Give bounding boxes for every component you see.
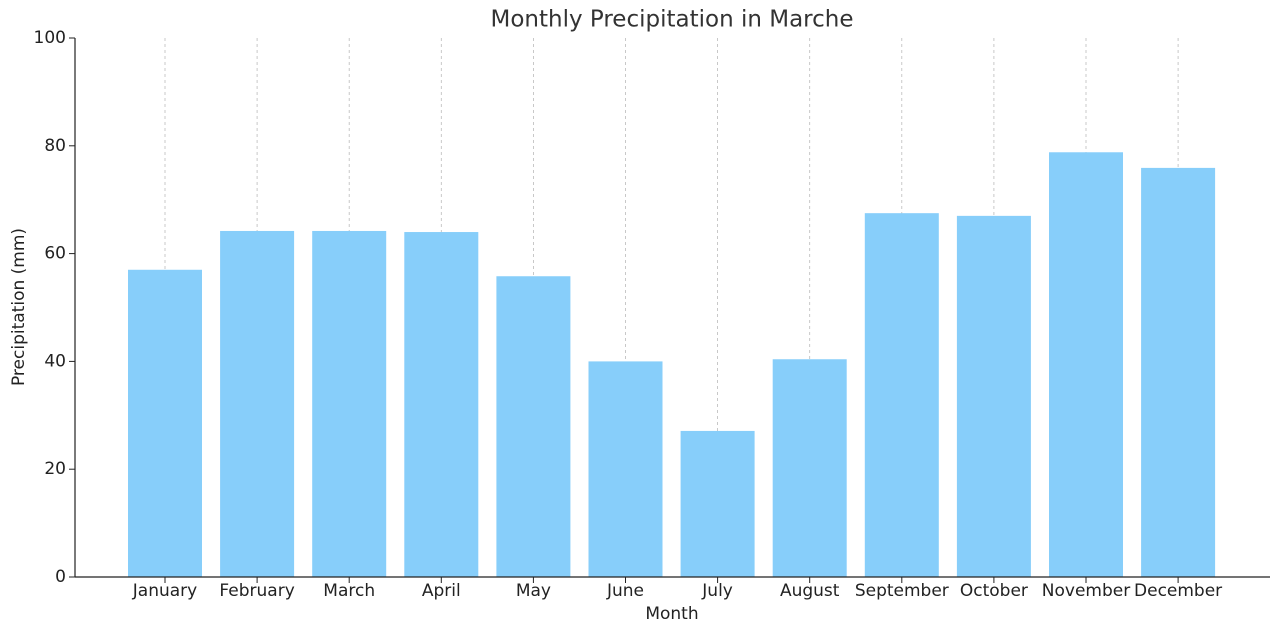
- bar: [128, 269, 202, 577]
- bar: [772, 359, 847, 577]
- y-tick-label: 60: [44, 244, 66, 264]
- y-tick-label: 20: [44, 459, 66, 479]
- bar: [864, 213, 939, 578]
- x-tick-label: February: [219, 581, 294, 601]
- bar: [680, 430, 755, 577]
- bar: [1049, 152, 1123, 577]
- bar: [956, 215, 1031, 577]
- bar: [220, 230, 295, 577]
- bar: [496, 276, 571, 577]
- chart-title: Monthly Precipitation in Marche: [490, 7, 853, 33]
- y-tick-label: 80: [44, 136, 66, 156]
- y-tick-label: 40: [44, 351, 66, 371]
- y-tick-label: 100: [34, 28, 66, 48]
- y-tick-label: 0: [55, 567, 66, 587]
- bar: [312, 230, 387, 577]
- bar: [1141, 167, 1216, 578]
- labels: 0 20 40 60 80 100 January February March April May…: [34, 28, 1223, 601]
- bars: [128, 152, 1216, 578]
- x-axis-label: Month: [645, 604, 698, 624]
- x-tick-label: March: [323, 581, 375, 601]
- x-tick-label: May: [516, 581, 551, 601]
- bar: [404, 232, 479, 578]
- bar: [588, 361, 663, 577]
- x-tick-label: November: [1042, 581, 1130, 601]
- x-tick-label: December: [1134, 581, 1222, 601]
- x-tick-label: July: [701, 581, 733, 601]
- x-tick-label: April: [422, 581, 461, 601]
- y-axis-label: Precipitation (mm): [9, 228, 29, 386]
- x-tick-label: August: [780, 581, 840, 601]
- x-tick-label: January: [132, 581, 197, 601]
- x-tick-label: September: [855, 581, 949, 601]
- x-tick-label: October: [960, 581, 1028, 601]
- x-tick-label: June: [606, 581, 644, 601]
